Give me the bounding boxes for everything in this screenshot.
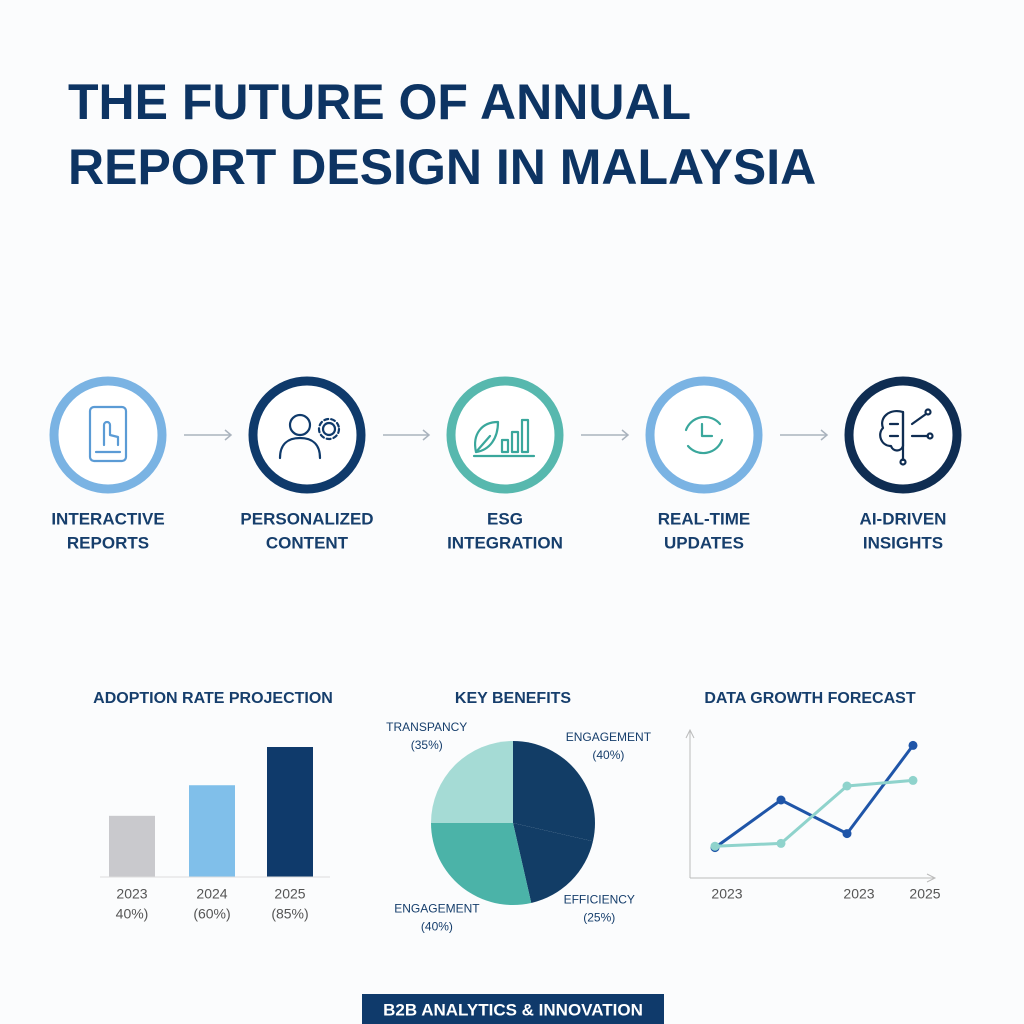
line-point — [908, 740, 918, 750]
line-series — [714, 744, 915, 849]
bar — [189, 785, 235, 877]
step-ring — [446, 376, 564, 494]
step-label: PERSONALIZED — [240, 509, 373, 528]
line-point — [842, 781, 852, 791]
title-line: THE FUTURE OF ANNUAL — [68, 74, 691, 130]
pie-slice — [431, 741, 513, 823]
step-label: REPORTS — [67, 533, 149, 552]
slice-value: (25%) — [583, 910, 615, 924]
step-ring — [248, 376, 366, 494]
value-label: (60%) — [193, 906, 230, 922]
tablet-icon — [88, 405, 128, 463]
slice-label: TRANSPANCY — [386, 720, 467, 734]
axis-arrow — [685, 728, 937, 883]
esg-icon — [472, 418, 536, 458]
step-ring — [49, 376, 167, 494]
arrow-head — [422, 429, 431, 441]
x-tick-label: 2024 — [196, 886, 227, 902]
step-label: INTERACTIVE — [51, 509, 164, 528]
chart-title: DATA GROWTH FORECAST — [704, 690, 915, 707]
slice-label: EFFICIENCY — [564, 892, 635, 906]
chart-title: ADOPTION RATE PROJECTION — [93, 690, 333, 707]
x-tick-label: 2025 — [909, 886, 940, 902]
footer-text: B2B ANALYTICS & INNOVATION — [383, 1000, 643, 1019]
arrow-head — [820, 429, 829, 441]
line-point — [842, 829, 852, 839]
bar — [109, 815, 155, 877]
line-point — [776, 838, 786, 848]
line-point — [776, 795, 786, 805]
slice-label: ENGAGEMENT — [566, 730, 652, 744]
bar — [267, 747, 313, 877]
chart-title: KEY BENEFITS — [455, 690, 572, 707]
step-label: UPDATES — [664, 533, 744, 552]
slice-value: (40%) — [592, 748, 624, 762]
slice-value: (35%) — [411, 738, 443, 752]
x-tick-label: 2025 — [274, 886, 305, 902]
value-label: 40%) — [116, 906, 149, 922]
title-line: REPORT DESIGN IN MALAYSIA — [68, 139, 816, 195]
step-label: ESG — [487, 509, 523, 528]
brain-icon — [879, 408, 934, 466]
step-label: AI-DRIVEN — [860, 509, 947, 528]
pie-slice — [513, 823, 593, 903]
step-label: CONTENT — [266, 533, 349, 552]
line-point — [710, 841, 720, 851]
clock-icon — [684, 415, 724, 455]
x-tick-label: 2023 — [116, 886, 147, 902]
step-label: INTEGRATION — [447, 533, 563, 552]
person-icon — [278, 413, 341, 460]
x-tick-label: 2023 — [843, 886, 874, 902]
step-label: INSIGHTS — [863, 533, 943, 552]
pie-slice — [513, 741, 595, 842]
pie-slice — [431, 823, 532, 905]
line-point — [908, 775, 918, 785]
step-icons — [88, 405, 934, 466]
footer-box — [362, 994, 664, 1024]
slice-label: ENGAGEMENT — [394, 902, 480, 916]
slice-value: (40%) — [421, 920, 453, 934]
x-tick-label: 2023 — [711, 886, 742, 902]
arrow-head — [224, 429, 233, 441]
step-label: REAL-TIME — [658, 509, 751, 528]
line-series — [714, 778, 914, 848]
value-label: (85%) — [271, 906, 308, 922]
arrow-head — [621, 429, 630, 441]
